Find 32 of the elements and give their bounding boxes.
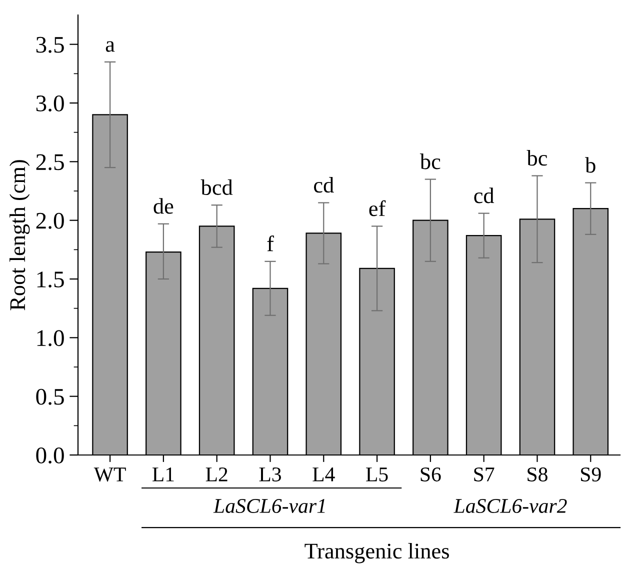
- annotation: cd: [314, 177, 334, 193]
- y-tick-label: 1.0: [37, 330, 64, 346]
- x-tick-label: L1: [152, 468, 174, 482]
- annotation: cd: [474, 188, 494, 204]
- x-tick-label: L3: [259, 467, 281, 482]
- annotation: bc: [526, 150, 548, 166]
- y-axis-title: Root length (cm): [10, 160, 30, 310]
- y-tick-label: 2.0: [36, 212, 64, 229]
- annotation: f: [267, 235, 274, 252]
- y-tick-label: 2.5: [36, 154, 64, 170]
- x-axis-title: Transgenic lines: [304, 543, 449, 564]
- x-tick-label: S6: [420, 467, 441, 482]
- x-tick-label: S8: [528, 467, 548, 482]
- y-tick-label: 0.5: [36, 388, 64, 405]
- x-tick-label: L4: [312, 468, 335, 482]
- x-tick-label: S9: [581, 467, 601, 482]
- annotation: bcd: [200, 179, 233, 196]
- annotation: ef: [369, 200, 386, 216]
- y-tick-label: 3.0: [36, 95, 64, 112]
- y-tick-label: 0.0: [36, 447, 64, 464]
- x-tick-label: S7: [474, 467, 494, 482]
- annotation: a: [106, 41, 115, 52]
- text: LaSCL6-var2: [454, 499, 567, 514]
- y-tick-label: 3.5: [36, 36, 64, 53]
- annotation: de: [154, 198, 174, 214]
- x-tick-label: L5: [366, 468, 388, 482]
- y-tick-label: 1.5: [37, 272, 64, 288]
- x-tick-label: WT: [94, 468, 126, 482]
- annotation: b: [585, 157, 596, 173]
- text: LaSCL6-var1: [213, 499, 325, 514]
- x-tick-label: L2: [206, 467, 228, 482]
- annotation: bc: [420, 154, 440, 170]
